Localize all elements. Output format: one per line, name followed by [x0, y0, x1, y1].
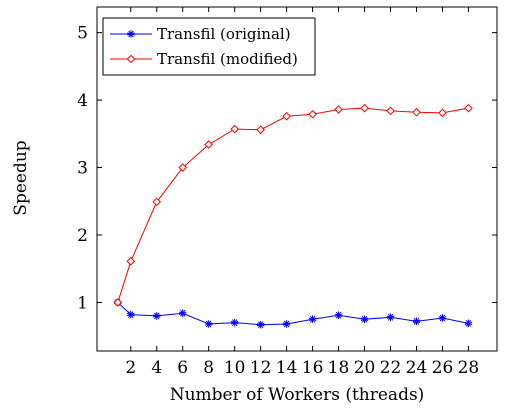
x-axis-ticks: 2 4 6 8 10 12 14 16 18 20 22 24 26 28	[125, 7, 479, 378]
star-stroke	[413, 317, 420, 325]
data-point-modified	[438, 108, 447, 118]
x-tick-label: 26	[432, 358, 454, 378]
y-tick-label: 2	[77, 226, 88, 246]
star-stroke	[283, 320, 290, 328]
data-point-original	[360, 315, 369, 324]
x-tick-label: 8	[203, 358, 214, 378]
data-point-modified	[464, 103, 473, 113]
legend-item-modified: Transfil (modified)	[110, 50, 298, 68]
legend-label-original: Transfil (original)	[157, 25, 291, 43]
legend-label-modified: Transfil (modified)	[157, 50, 298, 68]
star-stroke	[439, 314, 446, 322]
x-tick-label: 14	[276, 358, 298, 378]
data-point-original	[438, 314, 447, 322]
legend-box	[102, 17, 316, 76]
series-original	[114, 298, 473, 329]
data-point-original	[464, 319, 473, 328]
x-tick-label: 20	[354, 358, 376, 378]
data-point-modified	[282, 111, 291, 121]
data-point-modified	[386, 106, 395, 116]
y-tick-label: 4	[77, 91, 88, 111]
data-point-original	[412, 317, 421, 326]
star-stroke	[128, 311, 134, 318]
legend-marker-original	[127, 30, 135, 38]
data-point-original	[178, 309, 187, 318]
data-point-original	[282, 320, 291, 328]
data-point-original	[204, 320, 213, 328]
star-stroke	[180, 309, 186, 317]
data-point-original	[308, 315, 317, 324]
x-tick-label: 24	[406, 358, 428, 378]
series-modified	[113, 103, 473, 307]
data-point-original	[386, 313, 395, 322]
x-axis-label: Number of Workers (threads)	[170, 385, 425, 405]
data-point-modified	[230, 124, 239, 134]
data-point-original	[127, 310, 135, 319]
data-point-modified	[334, 105, 343, 114]
y-axis-ticks: 1 2 3 4 5	[77, 24, 497, 313]
y-tick-label: 3	[77, 159, 88, 179]
data-point-original	[230, 318, 239, 327]
legend-items: Transfil (original) Transfil (modified)	[110, 25, 298, 68]
x-tick-label: 18	[328, 358, 350, 378]
x-tick-label: 16	[302, 358, 324, 378]
x-tick-label: 4	[151, 358, 162, 378]
data-point-modified	[204, 140, 213, 149]
y-tick-label: 1	[77, 293, 88, 313]
legend: Transfil (original) Transfil (modified)	[102, 17, 316, 76]
y-axis-label: Speedup	[11, 140, 31, 215]
x-tick-label: 6	[177, 358, 188, 378]
data-point-modified	[412, 107, 421, 117]
data-point-modified	[308, 109, 317, 119]
data-point-original	[256, 320, 265, 329]
star-stroke	[335, 311, 342, 319]
star-stroke	[128, 30, 134, 38]
star-stroke	[206, 320, 212, 328]
x-tick-label: 12	[250, 358, 272, 378]
x-tick-label: 28	[458, 358, 480, 378]
star-stroke	[361, 315, 368, 323]
y-tick-label: 5	[77, 24, 88, 44]
data-point-modified	[152, 197, 162, 207]
x-tick-label: 2	[125, 358, 136, 378]
series-layer	[113, 103, 473, 329]
x-tick-label: 10	[224, 358, 246, 378]
data-point-modified	[178, 163, 188, 172]
star-stroke	[257, 321, 264, 329]
star-stroke	[387, 313, 394, 321]
data-point-original	[152, 312, 161, 320]
x-tick-label: 22	[380, 358, 402, 378]
data-point-modified	[113, 298, 123, 307]
star-stroke	[309, 315, 316, 323]
legend-marker-modified	[126, 54, 136, 64]
data-point-modified	[360, 103, 369, 113]
data-point-modified	[126, 256, 136, 266]
legend-item-original: Transfil (original)	[110, 25, 291, 43]
star-stroke	[232, 319, 238, 327]
star-stroke	[154, 312, 160, 320]
data-point-modified	[256, 125, 265, 135]
data-point-original	[334, 311, 343, 320]
star-stroke	[465, 319, 472, 327]
